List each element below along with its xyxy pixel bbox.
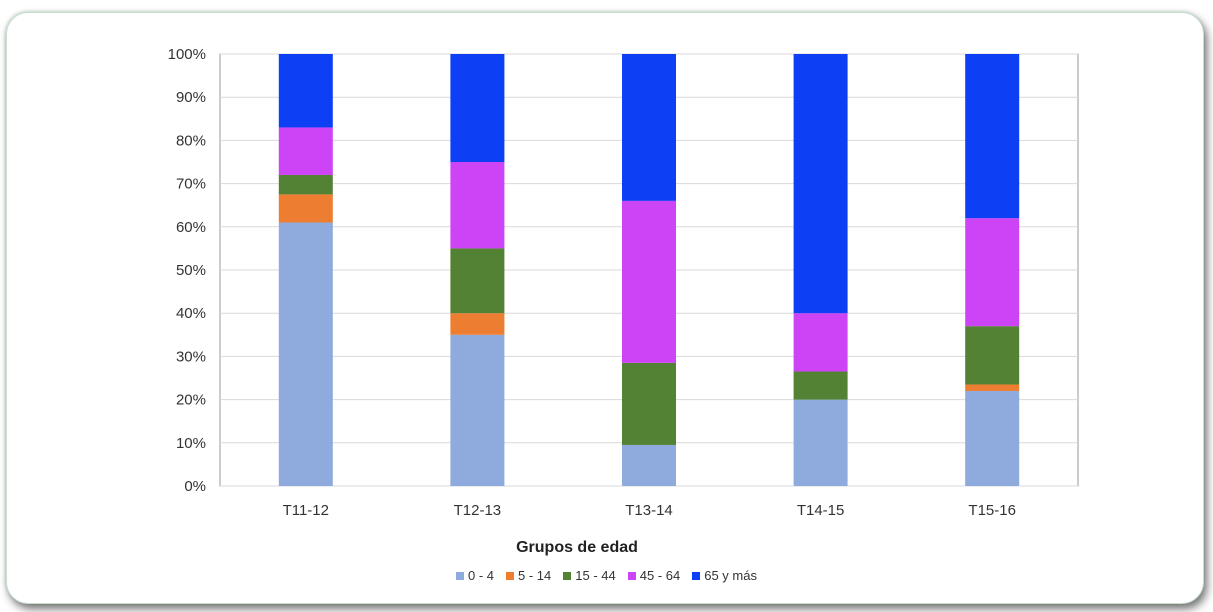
legend-label: 65 y más [704, 568, 757, 583]
bar-segment [793, 371, 848, 400]
legend-label: 15 - 44 [575, 568, 616, 583]
x-tick-label: T15-16 [968, 502, 1016, 519]
y-tick-label: 40% [176, 305, 206, 322]
y-tick-label: 20% [176, 392, 206, 409]
legend-item: 65 y más [692, 568, 757, 583]
y-tick-label: 70% [176, 176, 206, 193]
legend-swatch [563, 571, 572, 580]
bar-segment [965, 384, 1020, 391]
y-tick-label: 80% [176, 132, 206, 149]
legend-label: 45 - 64 [639, 568, 681, 583]
x-tick-label: T14-15 [797, 502, 845, 519]
y-axis-ticks: 0% 10% 20% 30% 40% 50% 60% 70% 80% 90% 100% [168, 46, 206, 495]
legend-item: 45 - 64 [627, 568, 681, 583]
y-tick-label: 0% [184, 478, 206, 495]
bar-segment [450, 313, 505, 335]
y-tick-label: 90% [176, 89, 206, 106]
bar-segment [793, 313, 848, 372]
bar-segment [965, 218, 1020, 327]
bar-segment [965, 326, 1020, 385]
legend-swatch [456, 571, 464, 580]
legend-label: 5 - 14 [518, 568, 552, 583]
bar-segment [278, 222, 333, 487]
bar-segment [450, 334, 505, 486]
bar-segment [622, 444, 676, 486]
x-tick-label: T13-14 [625, 502, 673, 519]
bar-segment [622, 200, 676, 363]
legend-item: 0 - 4 [456, 568, 494, 583]
legend-swatch [692, 571, 701, 580]
bar-segment [622, 54, 676, 201]
legend-item: 5 - 14 [506, 568, 551, 583]
bar-segment [450, 162, 505, 249]
x-axis-ticks: T11-12 T12-13 T13-14 T14-15 T15-16 [283, 502, 1016, 519]
legend-label: 0 - 4 [468, 568, 495, 583]
bar-segment [450, 248, 505, 314]
bar-segment [793, 399, 848, 486]
x-tick-label: T11-12 [283, 502, 329, 519]
y-tick-label: 30% [176, 348, 206, 365]
bar-segment [278, 174, 333, 195]
bar-segment [278, 194, 333, 223]
y-tick-label: 100% [168, 46, 206, 63]
bar-segment [450, 54, 505, 162]
x-tick-label: T12-13 [454, 502, 502, 519]
legend-swatch [506, 571, 515, 580]
bar-segment [622, 362, 676, 445]
bar-segment [278, 127, 333, 175]
legend-item: 15 - 44 [563, 568, 616, 583]
bars [278, 54, 1020, 487]
y-tick-label: 60% [176, 219, 206, 236]
bar-segment [965, 390, 1020, 486]
bar-segment [965, 54, 1020, 219]
legend-swatch [627, 571, 636, 580]
bar-segment [793, 54, 848, 314]
x-axis-title: Grupos de edad [516, 539, 638, 556]
y-tick-label: 50% [176, 262, 206, 279]
bar-segment [278, 54, 333, 128]
y-tick-label: 10% [176, 435, 206, 452]
legend: 0 - 4 5 - 14 15 - 44 45 - 64 65 y más [0, 568, 1213, 583]
